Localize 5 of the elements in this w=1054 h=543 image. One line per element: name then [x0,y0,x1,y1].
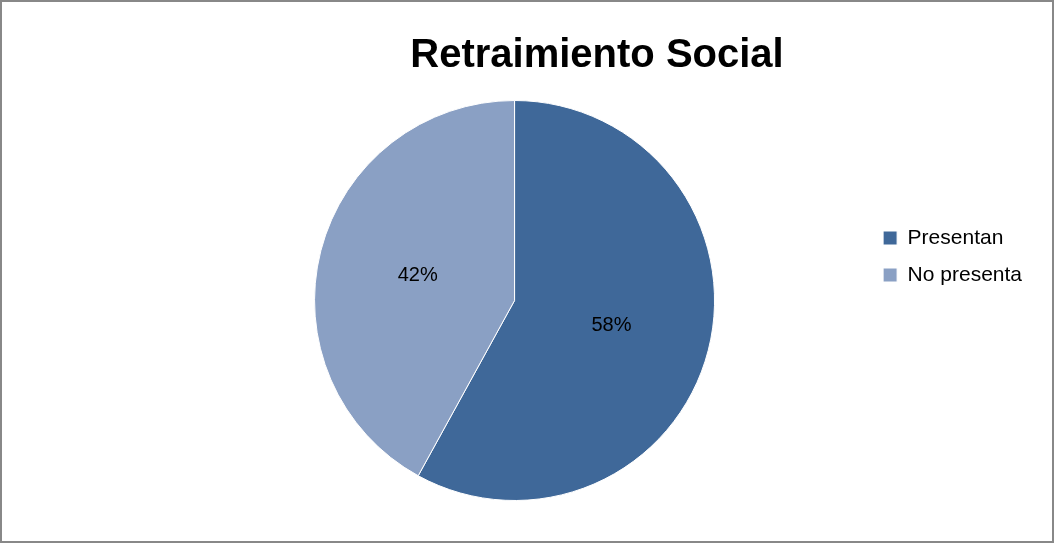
data-label: 58% [591,312,632,335]
chart-title: Retraimiento Social [410,31,784,76]
data-label: 42% [397,263,438,286]
legend-label: Presentan [907,224,1004,248]
legend-label: No presenta [907,261,1023,285]
